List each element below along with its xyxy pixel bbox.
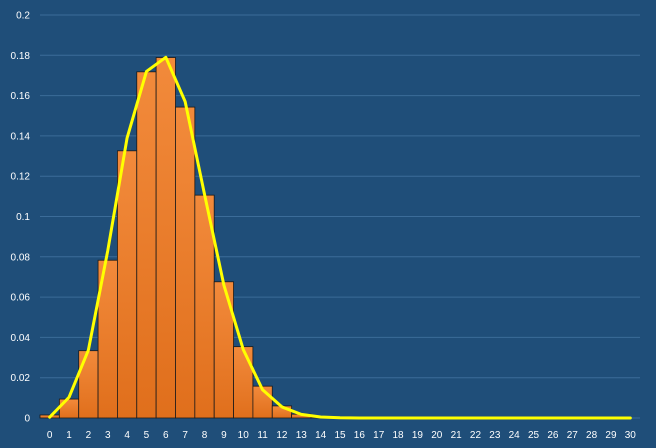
x-tick-label: 5	[144, 430, 150, 441]
y-tick-label: 0.04	[11, 333, 31, 344]
x-tick-label: 16	[354, 430, 366, 441]
bar	[58, 398, 80, 419]
bar	[175, 106, 196, 419]
x-tick-label: 4	[124, 430, 130, 441]
bar	[136, 71, 157, 419]
y-tick-label: 0.08	[11, 252, 31, 263]
line-layer	[48, 55, 632, 420]
x-tick-label: 10	[238, 430, 250, 441]
line-series	[48, 55, 632, 420]
bar	[233, 346, 254, 419]
x-tick-label: 24	[509, 430, 521, 441]
x-tick-label: 18	[393, 430, 405, 441]
x-tick-label: 0	[47, 430, 53, 441]
x-tick-label: 21	[451, 430, 463, 441]
bar	[117, 150, 138, 419]
y-tick-label: 0.18	[11, 51, 31, 62]
x-tick-label: 17	[373, 430, 385, 441]
x-tick-label: 20	[431, 430, 443, 441]
x-tick-label: 25	[528, 430, 540, 441]
x-tick-label: 26	[547, 430, 559, 441]
x-tick-label: 12	[276, 430, 288, 441]
x-tick-label: 9	[221, 430, 227, 441]
y-axis-ticks: 0 0.02 0.04 0.06 0.08 0.1 0.12 0.14 0.16 0.18 0.2	[11, 11, 31, 425]
bar	[155, 57, 176, 419]
x-tick-label: 30	[625, 430, 637, 441]
bar	[78, 350, 99, 419]
y-tick-label: 0.1	[16, 212, 30, 223]
x-tick-label: 14	[315, 430, 327, 441]
x-tick-label: 13	[296, 430, 308, 441]
bar-layer	[39, 57, 351, 419]
bar	[213, 281, 234, 419]
x-tick-label: 29	[605, 430, 617, 441]
y-tick-label: 0	[24, 414, 30, 425]
x-tick-label: 27	[567, 430, 579, 441]
y-tick-label: 0.14	[11, 131, 31, 142]
x-tick-label: 2	[86, 430, 92, 441]
x-tick-label: 7	[182, 430, 188, 441]
y-tick-label: 0.16	[11, 91, 31, 102]
x-tick-label: 22	[470, 430, 482, 441]
y-tick-label: 0.06	[11, 293, 31, 304]
x-tick-label: 3	[105, 430, 111, 441]
y-tick-label: 0.12	[11, 172, 31, 183]
x-tick-label: 28	[586, 430, 598, 441]
x-axis-ticks: 0 1 2 3 4 5 6 7 8 9 10 11 12 13 14 15 16 17 18 19 20 21 22 23 24…	[47, 430, 636, 441]
x-tick-label: 11	[257, 430, 268, 441]
y-tick-label: 0.2	[16, 11, 30, 22]
x-tick-label: 23	[489, 430, 501, 441]
y-tick-label: 0.02	[11, 373, 31, 384]
x-tick-label: 6	[163, 430, 169, 441]
x-tick-label: 15	[334, 430, 346, 441]
x-tick-label: 8	[202, 430, 208, 441]
x-tick-label: 1	[66, 430, 72, 441]
x-tick-label: 19	[412, 430, 424, 441]
